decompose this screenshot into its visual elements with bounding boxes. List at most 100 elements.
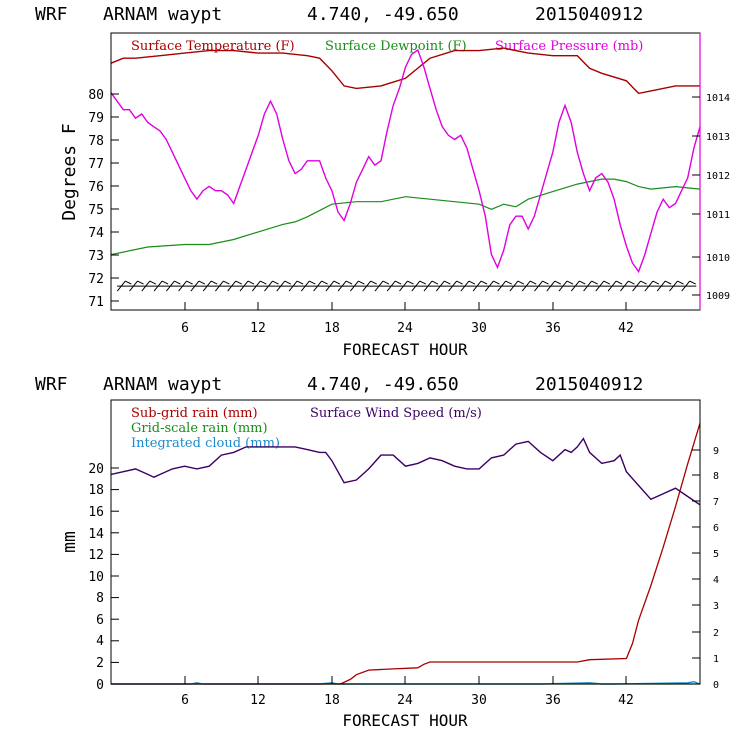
y-tick-label: 8 xyxy=(96,591,104,606)
y-tick-right: 8 xyxy=(692,471,719,482)
y-tick-right-label: 0 xyxy=(713,680,719,691)
y-tick-label: 16 xyxy=(88,505,104,520)
top-legend-dewpoint: Surface Dewpoint (F) xyxy=(325,39,467,54)
x-tick-label: 12 xyxy=(250,693,266,708)
y-tick: 2 xyxy=(96,656,119,671)
y-tick: 73 xyxy=(88,249,119,264)
y-tick-right: 6 xyxy=(692,523,719,534)
y-tick: 78 xyxy=(88,134,119,149)
y-tick: 18 xyxy=(88,483,119,498)
y-tick: 75 xyxy=(88,203,119,218)
y-tick-label: 10 xyxy=(88,570,104,585)
x-tick: 12 xyxy=(250,676,266,708)
y-tick-right: 9 xyxy=(692,446,719,457)
x-tick: 30 xyxy=(471,676,487,708)
y-tick-right-label: 8 xyxy=(713,471,719,482)
y-tick: 74 xyxy=(88,226,119,241)
y-tick-label: 80 xyxy=(88,88,104,103)
x-tick: 42 xyxy=(618,302,634,336)
y-tick-label: 76 xyxy=(88,180,104,195)
x-tick-label: 42 xyxy=(618,693,634,708)
x-tick: 30 xyxy=(471,302,487,336)
y-tick-right: 0 xyxy=(692,680,719,691)
y-tick-right-label: 4 xyxy=(713,575,719,586)
y-tick-right-label: 1014 xyxy=(706,93,730,104)
top-wind-barbs xyxy=(116,280,697,292)
bottom-x-axis-title: FORECAST HOUR xyxy=(342,711,468,730)
y-tick-right-label: 9 xyxy=(713,446,719,457)
x-tick-label: 6 xyxy=(181,321,189,336)
y-tick-right-label: 3 xyxy=(713,601,719,612)
x-tick: 36 xyxy=(545,676,561,708)
x-tick: 18 xyxy=(324,676,340,708)
y-tick-right: 1013 xyxy=(692,132,730,143)
top-series xyxy=(110,47,701,292)
y-tick-right-label: 5 xyxy=(713,549,719,560)
y-tick-right-label: 1011 xyxy=(706,210,730,221)
bottom-y-ticks-right: 0 1 2 3 4 5 6 7 8 9 xyxy=(692,446,719,691)
y-tick: 0 xyxy=(96,678,119,693)
top-temperature-line xyxy=(110,47,700,95)
y-tick-label: 20 xyxy=(88,462,104,477)
y-tick-label: 6 xyxy=(96,613,104,628)
y-tick: 76 xyxy=(88,180,119,195)
x-tick: 18 xyxy=(324,302,340,336)
y-tick-label: 79 xyxy=(88,111,104,126)
y-tick-right: 5 xyxy=(692,549,719,560)
y-tick-right: 1012 xyxy=(692,171,730,182)
bottom-legend-gridscale: Grid-scale rain (mm) xyxy=(131,421,268,436)
x-tick-label: 36 xyxy=(545,693,561,708)
y-tick-label: 72 xyxy=(88,272,104,287)
y-tick-right: 1014 xyxy=(692,93,730,104)
y-tick-label: 14 xyxy=(88,527,104,542)
x-tick-label: 36 xyxy=(545,321,561,336)
y-tick-right-label: 1009 xyxy=(706,291,730,302)
y-tick: 72 xyxy=(88,272,119,287)
y-tick-right-label: 1 xyxy=(713,654,719,665)
y-tick-right: 3 xyxy=(692,601,719,612)
x-tick-label: 18 xyxy=(324,321,340,336)
x-tick-label: 42 xyxy=(618,321,634,336)
y-tick-right: 1011 xyxy=(692,210,730,221)
top-y-axis-title: Degrees F xyxy=(59,123,80,221)
x-tick-label: 30 xyxy=(471,693,487,708)
y-tick-right-label: 7 xyxy=(713,497,719,508)
top-x-ticks: 6 12 18 24 30 36 42 xyxy=(181,302,634,336)
y-tick-label: 77 xyxy=(88,157,104,172)
top-title-run: 2015040912 xyxy=(535,4,643,25)
y-tick-label: 73 xyxy=(88,249,104,264)
bottom-title-station: ARNAM waypt xyxy=(103,374,222,395)
bottom-title-coords: 4.740, -49.650 xyxy=(307,374,459,395)
top-title-model: WRF xyxy=(35,4,68,25)
y-tick-right: 4 xyxy=(692,575,719,586)
y-tick: 4 xyxy=(96,634,119,649)
y-tick-label: 0 xyxy=(96,678,104,693)
y-tick-right: 1 xyxy=(692,654,719,665)
x-tick-label: 24 xyxy=(397,321,413,336)
y-tick-label: 12 xyxy=(88,548,104,563)
y-tick: 10 xyxy=(88,570,119,585)
y-tick-right-label: 1010 xyxy=(706,253,730,264)
bottom-wind-line xyxy=(110,437,701,506)
x-tick-label: 12 xyxy=(250,321,266,336)
top-panel: WRF ARNAM waypt 4.740, -49.650 201504091… xyxy=(35,4,730,359)
y-tick: 16 xyxy=(88,505,119,520)
x-tick: 36 xyxy=(545,302,561,336)
y-tick-right: 1009 xyxy=(692,291,730,302)
bottom-y-ticks-left: 0 2 4 6 8 10 12 14 16 18 20 xyxy=(88,462,119,693)
y-tick-label: 18 xyxy=(88,483,104,498)
top-legend-temperature: Surface Temperature (F) xyxy=(131,39,295,54)
top-pressure-line xyxy=(110,48,701,274)
top-plot-frame xyxy=(110,32,701,311)
top-dewpoint-line xyxy=(110,178,701,256)
y-tick: 71 xyxy=(88,295,119,310)
y-tick-label: 4 xyxy=(96,634,104,649)
y-tick: 77 xyxy=(88,157,119,172)
bottom-legend-cloud: Integrated cloud (mm) xyxy=(131,436,280,451)
y-tick: 79 xyxy=(88,111,119,126)
top-x-axis-title: FORECAST HOUR xyxy=(342,340,468,359)
y-tick-right-label: 1012 xyxy=(706,171,730,182)
y-tick: 20 xyxy=(88,462,119,477)
x-tick: 24 xyxy=(397,676,413,708)
x-tick-label: 6 xyxy=(181,693,189,708)
